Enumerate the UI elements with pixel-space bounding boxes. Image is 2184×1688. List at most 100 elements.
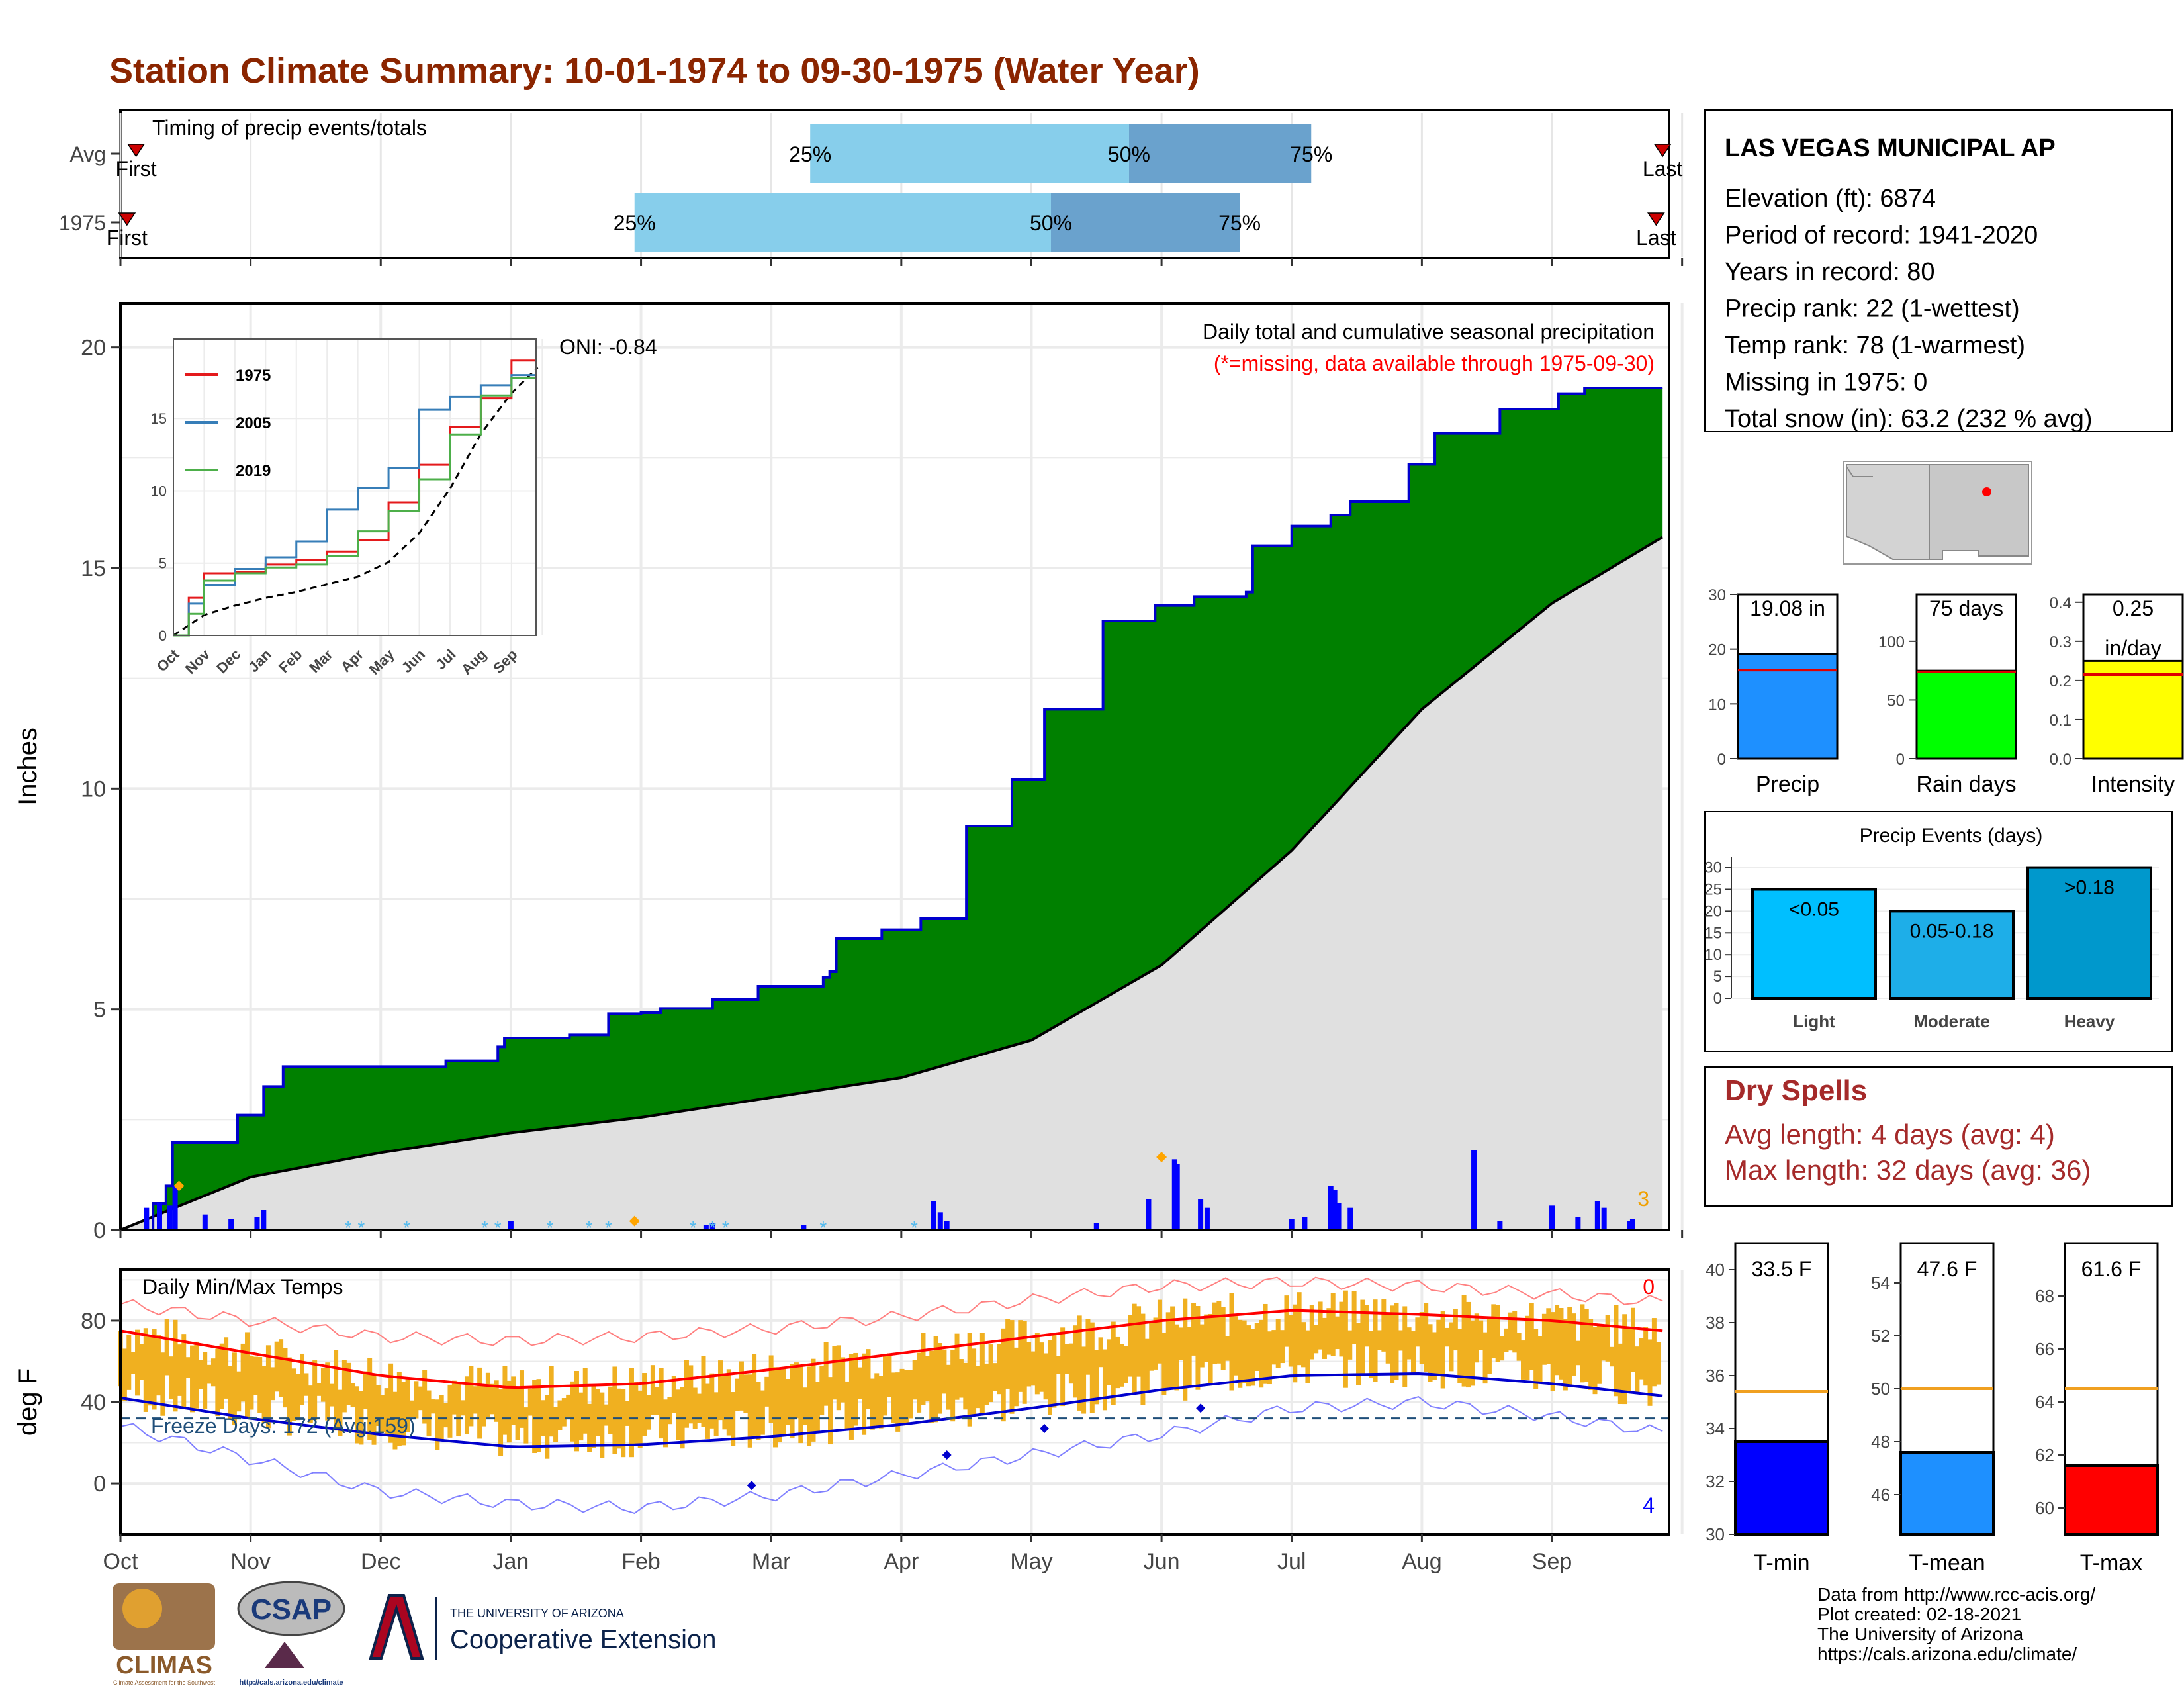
timing-panel: Timing of precip events/totals 25% 50% 75%… bbox=[59, 109, 1684, 266]
daily-temp-bar bbox=[1157, 1299, 1162, 1364]
daily-temp-bar bbox=[164, 1319, 169, 1376]
daily-temp-bar bbox=[1601, 1327, 1606, 1361]
daily-temp-bar bbox=[156, 1335, 161, 1396]
dry-spells-box: Dry Spells Avg length: 4 days (avg: 4) M… bbox=[1704, 1066, 2173, 1207]
daily-temp-bar bbox=[773, 1367, 778, 1448]
daily-temp-bar bbox=[1559, 1308, 1564, 1380]
daily-temp-bar bbox=[1238, 1319, 1243, 1388]
daily-temp-bar bbox=[1656, 1342, 1661, 1385]
events-tick-label: 25 bbox=[1704, 880, 1722, 898]
daily-temp-bar bbox=[819, 1366, 825, 1416]
daily-temp-bar bbox=[1364, 1305, 1369, 1347]
daily-temp-bar bbox=[1516, 1333, 1522, 1361]
daily-temp-bar bbox=[210, 1358, 216, 1387]
timing-bar-50-75 bbox=[1050, 193, 1240, 252]
daily-temp-bar bbox=[1369, 1331, 1374, 1379]
daily-temp-bar bbox=[1614, 1305, 1619, 1397]
daily-temp-bar bbox=[511, 1376, 516, 1425]
snow-marker: * bbox=[357, 1217, 365, 1238]
footer-credit-line: https://cals.arizona.edu/climate/ bbox=[1817, 1644, 2077, 1664]
daily-temp-bar bbox=[1102, 1349, 1107, 1411]
daily-temp-bar bbox=[1440, 1311, 1445, 1389]
daily-temp-bar bbox=[485, 1372, 490, 1417]
daily-temp-bar bbox=[1580, 1304, 1585, 1383]
stat-tick-label: 0 bbox=[1896, 751, 1905, 769]
daily-temp-bar bbox=[1525, 1315, 1530, 1380]
daily-temp-bar bbox=[232, 1352, 237, 1426]
daily-temp-bar bbox=[190, 1345, 195, 1413]
daily-precip-bar bbox=[801, 1225, 807, 1230]
daily-temp-bar bbox=[1529, 1303, 1534, 1370]
daily-temp-bar bbox=[1212, 1302, 1217, 1364]
daily-temp-bar bbox=[862, 1353, 867, 1435]
daily-temp-bar bbox=[1495, 1305, 1500, 1362]
month-label: Mar bbox=[752, 1549, 791, 1574]
daily-temp-bar bbox=[1094, 1350, 1099, 1405]
daily-temp-bar bbox=[591, 1385, 596, 1448]
daily-temp-bar bbox=[1115, 1336, 1120, 1389]
daily-temp-bar bbox=[566, 1394, 571, 1419]
daily-temp-bar bbox=[802, 1387, 807, 1425]
snow-marker: * bbox=[585, 1217, 592, 1238]
daily-temp-bar bbox=[642, 1373, 647, 1436]
footer-credit-line: The University of Arizona bbox=[1817, 1624, 2024, 1644]
events-category-label: Heavy bbox=[2064, 1011, 2115, 1031]
daily-temp-bar bbox=[334, 1350, 339, 1431]
daily-temp-bar bbox=[1643, 1327, 1649, 1386]
daily-precip-bar bbox=[1093, 1223, 1099, 1230]
daily-temp-bar bbox=[1165, 1312, 1171, 1389]
daily-temp-bar bbox=[1128, 1315, 1133, 1377]
station-detail-line: Elevation (ft): 6874 bbox=[1725, 185, 1936, 212]
daily-temp-bar bbox=[794, 1362, 799, 1419]
daily-temp-bar bbox=[135, 1329, 140, 1396]
temp-stat-bar bbox=[1734, 1440, 1829, 1536]
daily-temp-bar bbox=[561, 1398, 567, 1427]
daily-temp-bar bbox=[1225, 1336, 1230, 1361]
daily-temp-bar bbox=[722, 1373, 727, 1430]
precip-y-label: Inches bbox=[13, 727, 42, 806]
daily-temp-bar bbox=[637, 1390, 643, 1448]
freeze-days-label: Freeze Days: 172 (Avg:159) bbox=[151, 1414, 416, 1438]
daily-temp-bar bbox=[1394, 1303, 1399, 1380]
daily-temp-bar bbox=[891, 1372, 896, 1423]
daily-precip-bar bbox=[1601, 1207, 1607, 1230]
daily-temp-bar bbox=[435, 1399, 440, 1450]
daily-temp-bar bbox=[1445, 1327, 1450, 1347]
daily-precip-bar bbox=[508, 1221, 514, 1230]
daily-temp-bar bbox=[950, 1350, 956, 1422]
last-marker-icon bbox=[1647, 212, 1665, 226]
daily-temp-bar bbox=[532, 1380, 537, 1454]
daily-temp-bar bbox=[570, 1381, 575, 1442]
daily-temp-bar bbox=[659, 1368, 664, 1439]
inset-y-tick-label: 0 bbox=[159, 628, 167, 644]
daily-temp-bar bbox=[1089, 1322, 1095, 1413]
daily-temp-bar bbox=[245, 1332, 250, 1417]
daily-temp-bar bbox=[587, 1403, 592, 1452]
daily-temp-bar bbox=[1398, 1330, 1403, 1351]
daily-temp-bar bbox=[807, 1366, 812, 1446]
stat-label: Rain days bbox=[1916, 772, 2016, 797]
daily-temp-bar bbox=[1356, 1323, 1361, 1385]
daily-temp-bar bbox=[1419, 1312, 1424, 1364]
daily-temp-bar bbox=[1575, 1340, 1580, 1366]
daily-temp-bar bbox=[1360, 1299, 1365, 1376]
events-category-label: Light bbox=[1793, 1011, 1835, 1031]
daily-temp-bar bbox=[1466, 1301, 1471, 1388]
daily-precip-bar bbox=[1629, 1219, 1635, 1230]
daily-temp-bar bbox=[316, 1383, 322, 1396]
daily-temp-bar bbox=[946, 1364, 951, 1410]
daily-temp-bar bbox=[308, 1385, 313, 1423]
csap-url: http://cals.arizona.edu/climate bbox=[239, 1679, 343, 1687]
daily-precip-bar bbox=[1204, 1207, 1210, 1230]
footer-credit-line: Data from http://www.rcc-acis.org/ bbox=[1817, 1584, 2095, 1605]
daily-temp-bar bbox=[1474, 1313, 1479, 1363]
temp-stat-label: T-max bbox=[2080, 1550, 2142, 1575]
daily-temp-bar bbox=[870, 1378, 875, 1430]
timing-quartile-label: 50% bbox=[1108, 142, 1150, 166]
daily-temp-bar bbox=[300, 1353, 305, 1405]
daily-temp-bar bbox=[912, 1360, 917, 1400]
daily-temp-bar bbox=[1533, 1329, 1539, 1389]
temp-stat-tick-label: 32 bbox=[1706, 1472, 1725, 1491]
